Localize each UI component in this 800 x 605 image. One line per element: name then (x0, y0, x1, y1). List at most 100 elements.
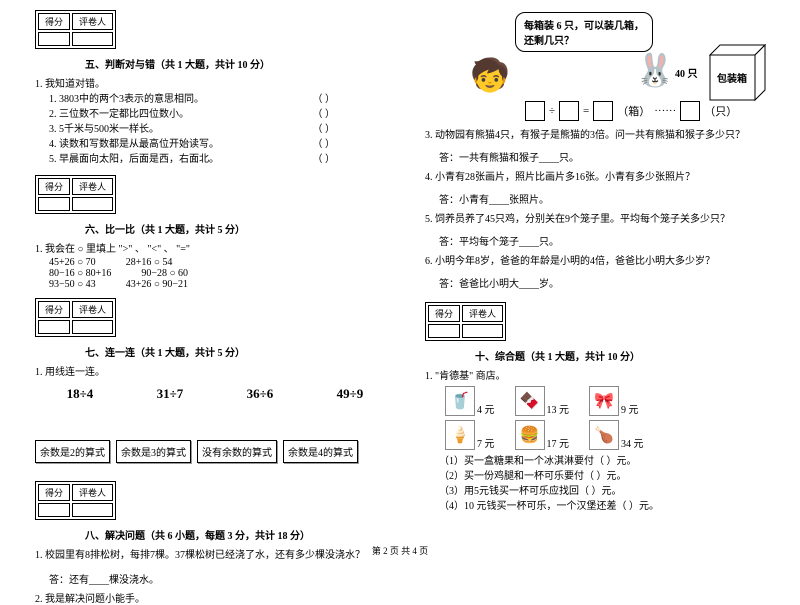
score-table-6: 得分评卷人 (35, 175, 116, 214)
left-column: 得分 评卷人 五、判断对与错（共 1 大题，共计 10 分） 1. 我知道对错。… (20, 0, 410, 565)
score-label: 得分 (38, 13, 70, 30)
op-eq: = (583, 105, 589, 117)
score-table-7: 得分评卷人 (35, 298, 116, 337)
item-text: 3. 5千米与500米一样长。 (49, 124, 159, 135)
q5-1-4: 4. 读数和写数都是从最高位开始读写。 （ ） (49, 137, 395, 152)
a6: 答：爸爸比小明大____岁。 (439, 277, 785, 292)
shop-item: 🎀9 元 (589, 386, 639, 416)
page: 得分 评卷人 五、判断对与错（共 1 大题，共计 10 分） 1. 我知道对错。… (0, 0, 800, 565)
drink-icon: 🥤 (445, 386, 475, 416)
item-text: 1. 3803中的两个3表示的意思相同。 (49, 94, 204, 105)
score-label: 得分 (38, 178, 70, 195)
speech-bubble: 每箱装 6 只，可以装几箱，还剩几只？ (515, 12, 653, 52)
child-icon: 🧒 (470, 45, 510, 105)
shop-item: 🥤4 元 (445, 386, 495, 416)
equation-row: ÷ = （箱） ······ （只） (525, 101, 737, 121)
chocolate-icon: 🍫 (515, 386, 545, 416)
expr: 31÷7 (157, 386, 184, 402)
item-text: 5. 早晨面向太阳，后面是西，右面北。 (49, 154, 219, 165)
a4: 答：小青有____张照片。 (439, 193, 785, 208)
score-table-5: 得分 评卷人 (35, 10, 116, 49)
q10-1: 1. "肯德基" 商店。 (425, 367, 785, 382)
expr: 90−28 ○ 60 (141, 268, 188, 279)
score-label: 得分 (38, 484, 70, 501)
section-5-title: 五、判断对与错（共 1 大题，共计 10 分） (85, 56, 395, 71)
price: 13 元 (547, 401, 570, 416)
compare-row: 80−16 ○ 80+16 90−28 ○ 60 (49, 268, 395, 279)
expr: 93−50 ○ 43 (49, 279, 96, 290)
count-label: 40 只 (675, 65, 698, 80)
blank-box (559, 101, 579, 121)
paren: （ ） (313, 92, 336, 107)
unit-box: （箱） (617, 103, 650, 119)
q5: 5. 饲养员养了45只鸡，分别关在9个笼子里。平均每个笼子关多少只？ (425, 210, 785, 225)
price: 7 元 (477, 435, 495, 450)
q8-2: 2. 我是解决问题小能手。 (35, 590, 395, 605)
expression-row: 18÷4 31÷7 36÷6 49÷9 (35, 386, 395, 402)
sub-4: （4）10 元钱买一杯可乐，一个汉堡还差（ ）元。 (439, 499, 785, 514)
shop-item: 🍫13 元 (515, 386, 570, 416)
item-text: 4. 读数和写数都是从最高位开始读写。 (49, 139, 219, 150)
price: 4 元 (477, 401, 495, 416)
burger-icon: 🍔 (515, 420, 545, 450)
score-table-8: 得分评卷人 (35, 481, 116, 520)
blank-box (525, 101, 545, 121)
q5-1-5: 5. 早晨面向太阳，后面是西，右面北。 （ ） (49, 152, 395, 167)
expr: 45+26 ○ 70 (49, 257, 96, 268)
q6-1: 1. 我会在 ○ 里填上 ">" 、 "<" 、 "=" (35, 240, 395, 255)
q5-1: 1. 我知道对错。 (35, 75, 395, 90)
q5-1-3: 3. 5千米与500米一样长。 （ ） (49, 122, 395, 137)
price: 9 元 (621, 401, 639, 416)
page-footer: 第 2 页 共 4 页 (0, 544, 800, 557)
compare-row: 45+26 ○ 70 28+16 ○ 54 (49, 257, 395, 268)
shop-item: 🍦7 元 (445, 420, 495, 450)
paren: （ ） (313, 107, 336, 122)
unit-only: （只） (704, 103, 737, 119)
q3: 3. 动物园有熊猫4只，有猴子是熊猫的3倍。问一共有熊猫和猴子多少只？ (425, 126, 785, 141)
op-div: ÷ (549, 105, 555, 117)
expr: 36÷6 (247, 386, 274, 402)
grader-label: 评卷人 (72, 484, 113, 501)
bow-icon: 🎀 (589, 386, 619, 416)
expr: 43+26 ○ 90−21 (126, 279, 188, 290)
expr: 28+16 ○ 54 (126, 257, 173, 268)
answer-tag: 余数是4的算式 (283, 440, 358, 463)
box-label: 包装箱 (717, 70, 747, 85)
paren: （ ） (313, 122, 336, 137)
blank-box (593, 101, 613, 121)
score-table-10: 得分评卷人 (425, 302, 506, 341)
grader-label: 评卷人 (462, 305, 503, 322)
sub-2: （2）买一份鸡腿和一杯可乐要付（ ）元。 (439, 469, 785, 484)
section-10-title: 十、综合题（共 1 大题，共计 10 分） (475, 348, 785, 363)
shop-row-1: 🥤4 元 🍫13 元 🎀9 元 (445, 386, 785, 416)
shop-row-2: 🍦7 元 🍔17 元 🍗34 元 (445, 420, 785, 450)
sub-3: （3）用5元钱买一杯可乐应找回（ ）元。 (439, 484, 785, 499)
q7-1: 1. 用线连一连。 (35, 363, 395, 378)
a8-1: 答：还有____棵没浇水。 (49, 573, 395, 588)
answer-tag: 余数是3的算式 (116, 440, 191, 463)
package-box: 包装箱 (705, 40, 775, 108)
paren: （ ） (313, 152, 336, 167)
a5: 答：平均每个笼子____只。 (439, 235, 785, 250)
top-figure: 每箱装 6 只，可以装几箱，还剩几只？ 🧒 🐰 40 只 包装箱 ÷ = （箱） (425, 10, 785, 120)
q4: 4. 小青有28张画片，照片比画片多16张。小青有多少张照片？ (425, 168, 785, 183)
expr: 80−16 ○ 80+16 (49, 268, 111, 279)
section-7-title: 七、连一连（共 1 大题，共计 5 分） (85, 344, 395, 359)
price: 17 元 (547, 435, 570, 450)
icecream-icon: 🍦 (445, 420, 475, 450)
paren: （ ） (313, 137, 336, 152)
answer-tag: 没有余数的算式 (197, 440, 277, 463)
score-label: 得分 (38, 301, 70, 318)
right-column: 每箱装 6 只，可以装几箱，还剩几只？ 🧒 🐰 40 只 包装箱 ÷ = （箱） (410, 0, 800, 565)
grader-label: 评卷人 (72, 178, 113, 195)
dots: ······ (654, 105, 676, 117)
q5-1-1: 1. 3803中的两个3表示的意思相同。 （ ） (49, 92, 395, 107)
chicken-icon: 🍗 (589, 420, 619, 450)
section-6-title: 六、比一比（共 1 大题，共计 5 分） (85, 221, 395, 236)
expr: 18÷4 (67, 386, 94, 402)
answer-tag: 余数是2的算式 (35, 440, 110, 463)
shop-item: 🍔17 元 (515, 420, 570, 450)
a3: 答：一共有熊猫和猴子____只。 (439, 151, 785, 166)
q6: 6. 小明今年8岁，爸爸的年龄是小明的4倍，爸爸比小明大多少岁？ (425, 252, 785, 267)
section-8-title: 八、解决问题（共 6 小题，每题 3 分，共计 18 分） (85, 527, 395, 542)
